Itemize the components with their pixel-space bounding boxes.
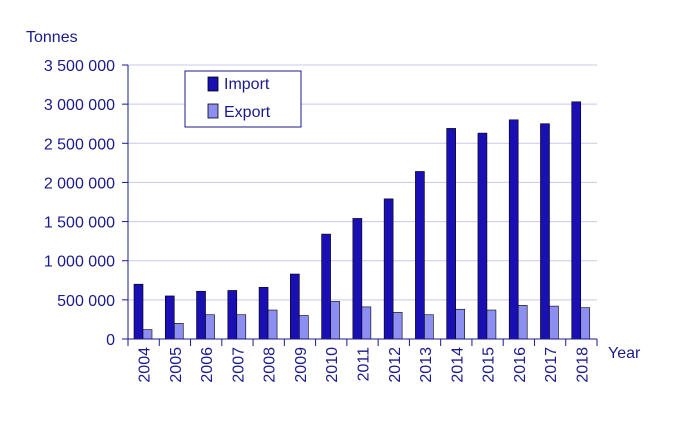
x-tick-label: 2004 [137, 347, 154, 383]
y-tick-label: 3 500 000 [44, 58, 115, 75]
bar-export-2004 [142, 329, 153, 340]
x-tick-label: 2009 [293, 347, 310, 383]
x-axis-label: Year [608, 345, 641, 362]
y-axis-label: Tonnes [26, 29, 78, 46]
x-tick-label: 2017 [543, 347, 560, 383]
bar-export-2014 [455, 308, 465, 340]
y-tick-label: 2 000 000 [44, 175, 115, 192]
y-tick-label: 2 500 000 [44, 136, 115, 153]
bar-import-2013 [415, 171, 425, 340]
y-tick-label: 3 000 000 [44, 97, 115, 114]
y-tick-label: 1 500 000 [44, 215, 115, 232]
bar-import-2007 [227, 290, 238, 340]
x-tick-label: 2018 [574, 347, 591, 383]
y-tick-label: 500 000 [57, 293, 115, 310]
x-tick-label: 2015 [481, 347, 498, 383]
bar-import-2015 [477, 132, 488, 340]
bar-export-2005 [173, 323, 184, 340]
bar-import-2008 [258, 287, 269, 340]
bar-import-2004 [133, 283, 144, 340]
bar-import-2009 [290, 273, 300, 340]
bar-export-2015 [486, 309, 497, 340]
bar-export-2012 [392, 312, 403, 340]
x-tick-labels: 2004 2005 2006 2007 2008 2009 2010 2011 2012 2013… [137, 347, 592, 383]
bar-import-2006 [196, 290, 206, 340]
x-tick-label: 2013 [418, 347, 435, 383]
bar-import-2016 [508, 119, 519, 340]
bar-import-2014 [446, 128, 456, 340]
bar-export-2007 [236, 314, 247, 340]
axes [127, 65, 598, 346]
bar-import-2012 [383, 198, 394, 340]
y-tick-label: 0 [106, 332, 115, 349]
x-tick-label: 2010 [324, 347, 341, 383]
bar-export-2018 [580, 307, 591, 340]
x-tick-label: 2008 [262, 347, 279, 383]
bars [133, 101, 591, 340]
x-tick-label: 2005 [168, 347, 185, 383]
bar-export-2010 [330, 301, 340, 340]
bar-export-2016 [517, 305, 528, 340]
x-tick-label: 2007 [230, 347, 247, 383]
legend-swatch-export [207, 103, 219, 119]
legend: Import Export [184, 70, 302, 128]
bar-export-2011 [361, 306, 372, 340]
legend-swatch-import [207, 76, 219, 92]
bar-export-2008 [267, 309, 278, 340]
bar-import-2017 [540, 123, 550, 340]
x-tick-label: 2014 [449, 347, 466, 383]
bar-import-2005 [164, 295, 175, 340]
x-tick-label: 2016 [512, 347, 529, 383]
legend-box [184, 70, 302, 128]
legend-label-import: Import [224, 76, 270, 93]
bar-export-2009 [299, 315, 309, 340]
bar-export-2017 [549, 305, 559, 340]
bar-import-2018 [571, 101, 582, 340]
legend-label-export: Export [224, 104, 271, 121]
y-tick-labels: 0 500 000 1 000 000 1 500 000 2 000 000 2 500… [44, 58, 115, 349]
x-tick-label: 2012 [387, 347, 404, 383]
x-tick-label: 2011 [356, 347, 373, 382]
bar-import-2010 [321, 233, 331, 340]
bar-export-2013 [424, 314, 434, 340]
bar-export-2006 [205, 314, 215, 340]
y-tick-label: 1 000 000 [44, 254, 115, 271]
x-tick-label: 2006 [199, 347, 216, 383]
bar-import-2011 [352, 218, 363, 340]
